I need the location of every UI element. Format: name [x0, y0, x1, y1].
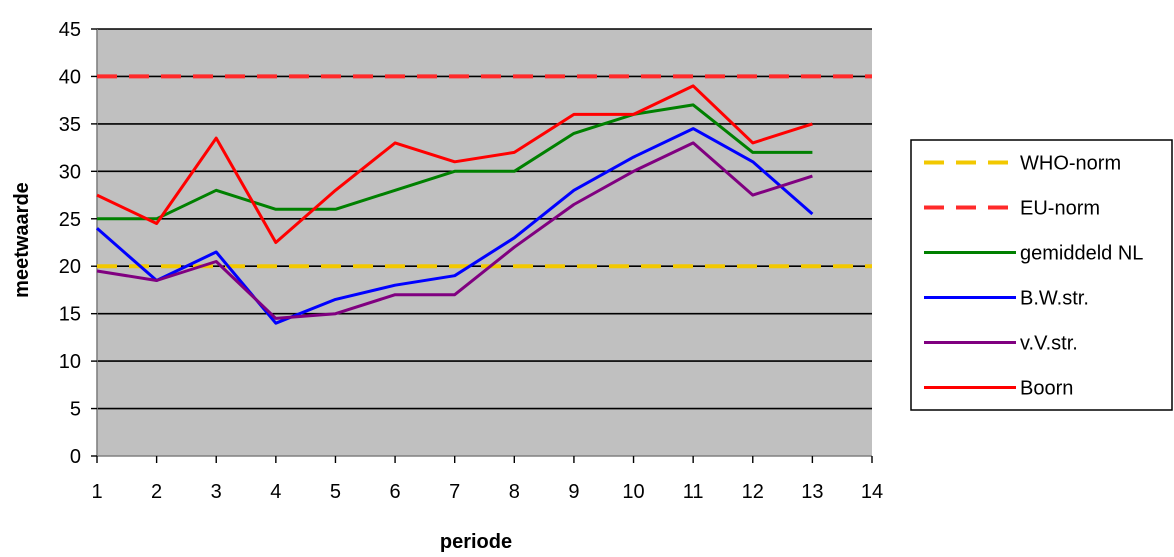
y-tick-label: 30: [59, 161, 81, 183]
series-line-v-v-str: [96, 141, 813, 320]
x-tick-label: 3: [211, 481, 222, 503]
x-tick-label: 14: [861, 481, 883, 503]
y-tick-label: 25: [59, 209, 81, 231]
x-tick-label: 6: [390, 481, 401, 503]
x-tick-label: 11: [683, 481, 704, 503]
series-line-b-w-str: [96, 127, 814, 325]
x-tick-label: 1: [91, 481, 102, 503]
x-tick-label: 5: [330, 481, 341, 503]
legend-label: EU-norm: [1020, 198, 1100, 220]
series-line-gemiddeld-nl: [97, 103, 813, 221]
y-tick-label: 10: [59, 351, 81, 373]
y-tick-label: 40: [59, 66, 81, 88]
y-tick-label: 45: [59, 19, 81, 41]
legend: WHO-norm EU-norm gemiddeld NL B.W.str. v.V.s…: [910, 139, 1173, 411]
x-tick-label: 13: [801, 481, 823, 503]
legend-box: [910, 139, 1173, 411]
series-line-boorn: [96, 84, 813, 244]
plot-background: [97, 29, 872, 456]
x-tick-label: 12: [742, 481, 764, 503]
x-tick-label: 10: [622, 481, 644, 503]
y-tick-label: 15: [59, 304, 81, 326]
legend-label: B.W.str.: [1020, 288, 1089, 310]
series-lines: [96, 74, 872, 325]
x-tick-label: 9: [568, 481, 579, 503]
plot-area: [97, 28, 872, 456]
legend-label: Boorn: [1020, 378, 1073, 400]
x-tick-label: 7: [449, 481, 460, 503]
legend-label: gemiddeld NL: [1020, 243, 1143, 265]
legend-label: v.V.str.: [1020, 333, 1078, 355]
y-tick-label: 0: [70, 446, 81, 468]
y-tick-label: 5: [70, 399, 81, 421]
x-axis-title: periode: [440, 531, 512, 553]
x-tick-label: 8: [509, 481, 520, 503]
x-tick-label: 4: [270, 481, 281, 503]
y-tick-label: 35: [59, 114, 81, 136]
legend-label: WHO-norm: [1020, 153, 1121, 175]
y-tick-label: 20: [59, 256, 81, 278]
x-tick-label: 2: [151, 481, 162, 503]
y-axis-title: meetwaarde: [11, 182, 33, 298]
